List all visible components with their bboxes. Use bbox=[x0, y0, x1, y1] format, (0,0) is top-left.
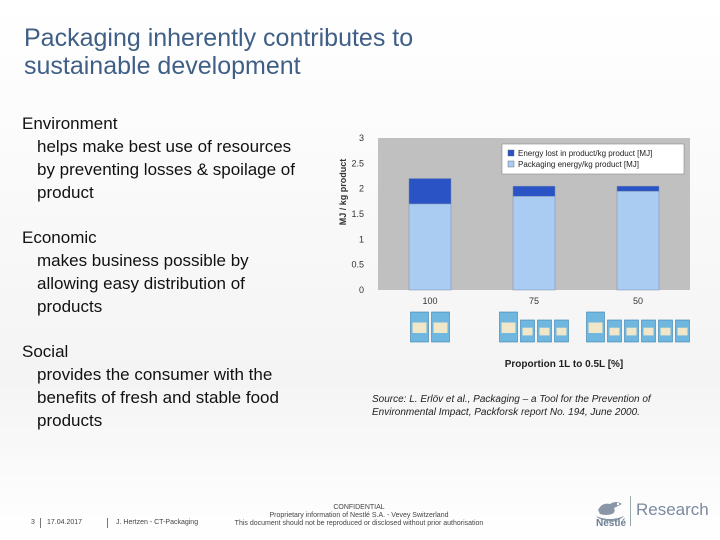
package-label bbox=[522, 327, 533, 336]
title-line-2: sustainable development bbox=[24, 52, 301, 80]
legend-label: Energy lost in product/kg product [MJ] bbox=[518, 149, 652, 158]
package-label bbox=[609, 327, 620, 336]
section-line: helps make best use of resources bbox=[37, 137, 292, 156]
section-line: makes business possible by bbox=[37, 251, 249, 270]
package-label bbox=[677, 327, 688, 336]
x-tick-label: 50 bbox=[633, 296, 643, 306]
package-label bbox=[501, 322, 516, 333]
y-axis-label: MJ / kg product bbox=[338, 159, 348, 226]
bar-segment bbox=[408, 178, 452, 205]
bar-segment bbox=[408, 203, 452, 291]
package-label bbox=[556, 327, 567, 336]
footer-divider bbox=[40, 518, 41, 528]
bar-segment bbox=[512, 196, 556, 291]
bullet-list: Environment helps make best use of resou… bbox=[22, 112, 352, 454]
legend-box bbox=[501, 143, 685, 175]
y-tick-label: 1 bbox=[359, 234, 364, 244]
bar-segment bbox=[512, 185, 556, 197]
section-heading: Environment bbox=[22, 114, 118, 133]
section-line: product bbox=[37, 183, 94, 202]
section-line: products bbox=[37, 411, 103, 430]
logo-research-text: Research bbox=[636, 500, 709, 519]
confidential-notice: CONFIDENTIAL Proprietary information of … bbox=[234, 504, 484, 528]
package-label bbox=[433, 322, 448, 333]
title-line-1: Packaging inherently contributes to bbox=[24, 24, 414, 52]
package-label bbox=[412, 322, 427, 333]
package-label bbox=[643, 327, 654, 336]
legend-swatch bbox=[507, 160, 515, 168]
section-social: Social provides the consumer with the be… bbox=[22, 340, 352, 432]
legend-label: Packaging energy/kg product [MJ] bbox=[518, 160, 639, 169]
section-line: provides the consumer with the bbox=[37, 365, 273, 384]
confidential-label: CONFIDENTIAL bbox=[333, 504, 385, 511]
section-heading: Economic bbox=[22, 228, 97, 247]
x-tick-label: 100 bbox=[422, 296, 437, 306]
nest-bird-icon bbox=[596, 502, 624, 521]
page-number: 3 bbox=[31, 519, 35, 526]
bar-segment bbox=[616, 185, 660, 192]
section-line: by preventing losses & spoilage of bbox=[37, 160, 295, 179]
y-tick-label: 3 bbox=[359, 133, 364, 143]
y-tick-label: 2 bbox=[359, 184, 364, 194]
bar-segment bbox=[616, 190, 660, 291]
section-line: allowing easy distribution of bbox=[37, 274, 245, 293]
y-tick-label: 2.5 bbox=[351, 158, 364, 168]
package-label bbox=[626, 327, 637, 336]
slide-footer: 3 17.04.2017 J. Hertzen - CT-Packaging C… bbox=[0, 496, 720, 540]
section-line: products bbox=[37, 297, 103, 316]
footer-date: 17.04.2017 bbox=[47, 519, 83, 526]
footer-author: J. Hertzen - CT-Packaging bbox=[116, 519, 199, 526]
source-citation: Source: L. Erlöv et al., Packaging – a T… bbox=[372, 394, 651, 418]
energy-stacked-bar-chart: 0 0.5 1 1.5 2 2.5 3 MJ / kg product 100 75 50 Energ… bbox=[338, 133, 690, 370]
y-tick-label: 1.5 bbox=[351, 209, 364, 219]
section-line: benefits of fresh and stable food bbox=[37, 388, 279, 407]
reproduction-notice: This document should not be reproduced o… bbox=[234, 520, 484, 527]
footer-divider bbox=[107, 518, 108, 528]
y-tick-label: 0 bbox=[359, 285, 364, 295]
section-economic: Economic makes business possible by allo… bbox=[22, 226, 352, 318]
proprietary-line: Proprietary information of Nestlé S.A. -… bbox=[269, 512, 449, 519]
logo-divider bbox=[630, 496, 631, 526]
legend-swatch bbox=[507, 149, 515, 157]
x-axis-label: Proportion 1L to 0.5L [%] bbox=[505, 359, 624, 370]
package-label bbox=[588, 322, 603, 333]
section-environment: Environment helps make best use of resou… bbox=[22, 112, 352, 204]
section-heading: Social bbox=[22, 342, 69, 361]
chart-container: 0 0.5 1 1.5 2 2.5 3 MJ / kg product 100 75 50 Energ… bbox=[330, 128, 698, 374]
y-tick-label: 0.5 bbox=[351, 260, 364, 270]
slide-title: Packaging inherently contributes to sust… bbox=[24, 24, 584, 80]
x-tick-label: 75 bbox=[529, 296, 539, 306]
package-label bbox=[660, 327, 671, 336]
logo-wordmark: Nestlé bbox=[596, 518, 627, 529]
package-label bbox=[539, 327, 550, 336]
nestle-research-logo: Nestlé Research bbox=[592, 492, 710, 532]
